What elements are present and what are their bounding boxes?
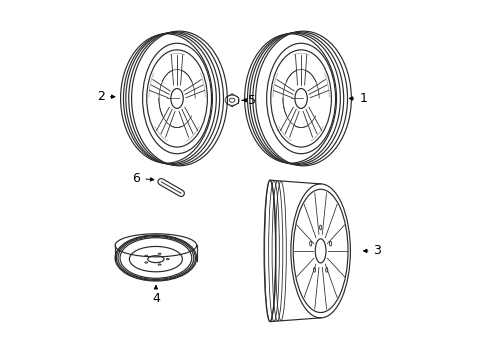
Text: 5: 5: [242, 94, 255, 107]
Ellipse shape: [178, 192, 183, 195]
Ellipse shape: [158, 180, 164, 184]
Text: 6: 6: [132, 172, 154, 185]
Text: 3: 3: [363, 244, 381, 257]
Text: 4: 4: [152, 285, 160, 305]
Text: 1: 1: [348, 92, 366, 105]
Text: 2: 2: [97, 90, 115, 103]
